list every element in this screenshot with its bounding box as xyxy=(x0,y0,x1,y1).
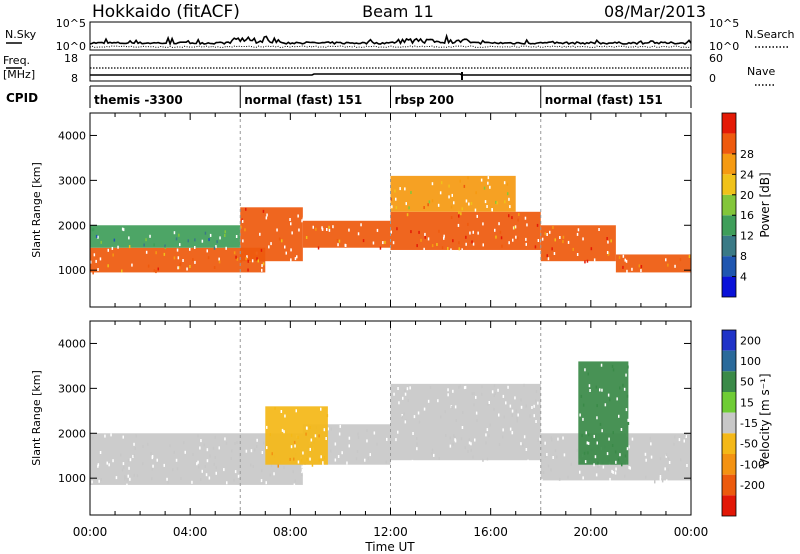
time-tick-label: 00:00 xyxy=(73,525,108,539)
velocity-colorbar: 200 100 50 15 -15 -50 -100 -200 Velocity [m s⁻¹… xyxy=(721,329,772,517)
velocity-colorbar-tick: -15 xyxy=(740,417,758,430)
cpid-program-label: themis -3300 xyxy=(94,93,183,107)
velocity-ytick-label: 1000 xyxy=(58,472,86,485)
velocity-colorbar-segment xyxy=(722,454,736,475)
power-colorbar-tick: 20 xyxy=(740,189,754,202)
cpid-program-label: normal (fast) 151 xyxy=(545,93,663,107)
time-tick-label: 16:00 xyxy=(473,525,508,539)
power-ytick-label: 2000 xyxy=(58,219,86,232)
power-colorbar-tick: 24 xyxy=(740,168,754,181)
velocity-colorbar-tick: 200 xyxy=(740,334,761,347)
cpid-program-label: normal (fast) 151 xyxy=(244,93,362,107)
nsky-noise-trace xyxy=(89,33,692,49)
freq-strip: Freq. [MHz] 18 8 60 0 Nave xyxy=(3,52,775,86)
nsky-label: N.Sky xyxy=(5,28,37,41)
power-band xyxy=(90,225,241,248)
velocity-colorbar-tick: -100 xyxy=(740,458,765,471)
power-band xyxy=(302,220,391,248)
cpid-program-label: rbsp 200 xyxy=(395,93,454,107)
power-colorbar-tick: 8 xyxy=(740,250,747,263)
freq-tick-top: 18 xyxy=(64,52,78,65)
power-colorbar-segment xyxy=(722,153,736,175)
velocity-colorbar-segment xyxy=(722,412,736,434)
cpid-label: CPID xyxy=(6,91,38,105)
velocity-colorbar-tick: 100 xyxy=(740,355,761,368)
velocity-ytick-label: 2000 xyxy=(58,427,86,440)
power-colorbar: 4 8 12 16 20 24 28 Power [dB] xyxy=(721,112,772,298)
nsearch-label: N.Search xyxy=(745,28,795,41)
time-tick-label: 12:00 xyxy=(373,525,408,539)
velocity-colorbar-label: Velocity [m s⁻¹] xyxy=(758,373,772,466)
power-colorbar-segment xyxy=(722,276,736,297)
velocity-colorbar-segment xyxy=(722,495,736,516)
velocity-ylabel: Slant Range [km] xyxy=(30,370,43,466)
power-colorbar-tick: 4 xyxy=(740,271,747,284)
velocity-colorbar-tick: 50 xyxy=(740,376,754,389)
velocity-heatmap xyxy=(90,361,691,487)
freq-tick-bottom: 8 xyxy=(71,72,78,85)
velocity-colorbar-segment xyxy=(722,433,736,454)
power-colorbar-segment xyxy=(722,235,736,257)
power-heatmap xyxy=(90,175,691,275)
power-colorbar-segment xyxy=(722,113,736,134)
beam-label: Beam 11 xyxy=(362,2,434,21)
freq-label-line2: [MHz] xyxy=(3,68,35,81)
velocity-band xyxy=(265,406,328,465)
velocity-ytick-label: 3000 xyxy=(58,382,86,395)
plot-title: Hokkaido (fitACF) xyxy=(92,2,240,22)
power-ytick-label: 1000 xyxy=(58,264,86,277)
velocity-colorbar-segment xyxy=(722,392,736,413)
time-tick-label: 04:00 xyxy=(173,525,208,539)
power-ylabel: Slant Range [km] xyxy=(30,162,43,258)
velocity-ytick-label: 4000 xyxy=(58,337,86,350)
velocity-colorbar-tick: -200 xyxy=(740,479,765,492)
power-colorbar-segment xyxy=(722,256,736,277)
freq-label-line1: Freq. xyxy=(3,54,30,67)
time-axis: 00:00 04:00 08:00 12:00 16:00 20:00 00:00 xyxy=(73,525,709,539)
cpid-strip: CPID themis -3300 normal (fast) 151 rbsp 2… xyxy=(6,85,692,108)
power-colorbar-tick: 16 xyxy=(740,209,754,222)
time-axis-label: Time UT xyxy=(364,540,415,554)
velocity-panel: 1000 2000 3000 4000 Slant Range [km] xyxy=(30,320,692,516)
power-colorbar-segment xyxy=(722,174,736,195)
time-tick-label: 20:00 xyxy=(574,525,609,539)
power-ytick-label: 4000 xyxy=(58,129,86,142)
time-tick-label: 00:00 xyxy=(674,525,709,539)
power-colorbar-tick: 28 xyxy=(740,148,754,161)
nsearch-tick-top: 10^5 xyxy=(709,17,739,30)
velocity-colorbar-segment xyxy=(722,350,736,372)
power-colorbar-segment xyxy=(722,133,736,154)
date-label: 08/Mar/2013 xyxy=(604,2,706,21)
nave-label: Nave xyxy=(747,65,775,78)
velocity-colorbar-tick: -50 xyxy=(740,438,758,451)
power-colorbar-segment xyxy=(722,194,736,216)
velocity-colorbar-tick: 15 xyxy=(740,396,754,409)
velocity-colorbar-segment xyxy=(722,474,736,496)
power-panel: 1000 2000 3000 4000 Slant Range [km] xyxy=(30,112,692,308)
velocity-colorbar-segment xyxy=(722,371,736,392)
nsky-strip: N.Sky 10^5 10^0 10^5 10^0 N.Search xyxy=(5,17,795,53)
power-colorbar-tick: 12 xyxy=(740,230,754,243)
nsky-tick-bottom: 10^0 xyxy=(56,40,86,53)
velocity-colorbar-segment xyxy=(722,330,736,351)
time-tick-label: 08:00 xyxy=(273,525,308,539)
power-band xyxy=(240,207,303,262)
power-ytick-label: 3000 xyxy=(58,174,86,187)
velocity-band xyxy=(578,361,629,465)
nave-tick-top: 60 xyxy=(709,52,723,65)
nave-tick-bottom: 0 xyxy=(709,72,716,85)
power-colorbar-label: Power [dB] xyxy=(758,172,772,237)
power-colorbar-segment xyxy=(722,215,736,236)
nsky-tick-top: 10^5 xyxy=(56,17,86,30)
power-band xyxy=(615,254,691,273)
nsearch-tick-bottom: 10^0 xyxy=(709,40,739,53)
